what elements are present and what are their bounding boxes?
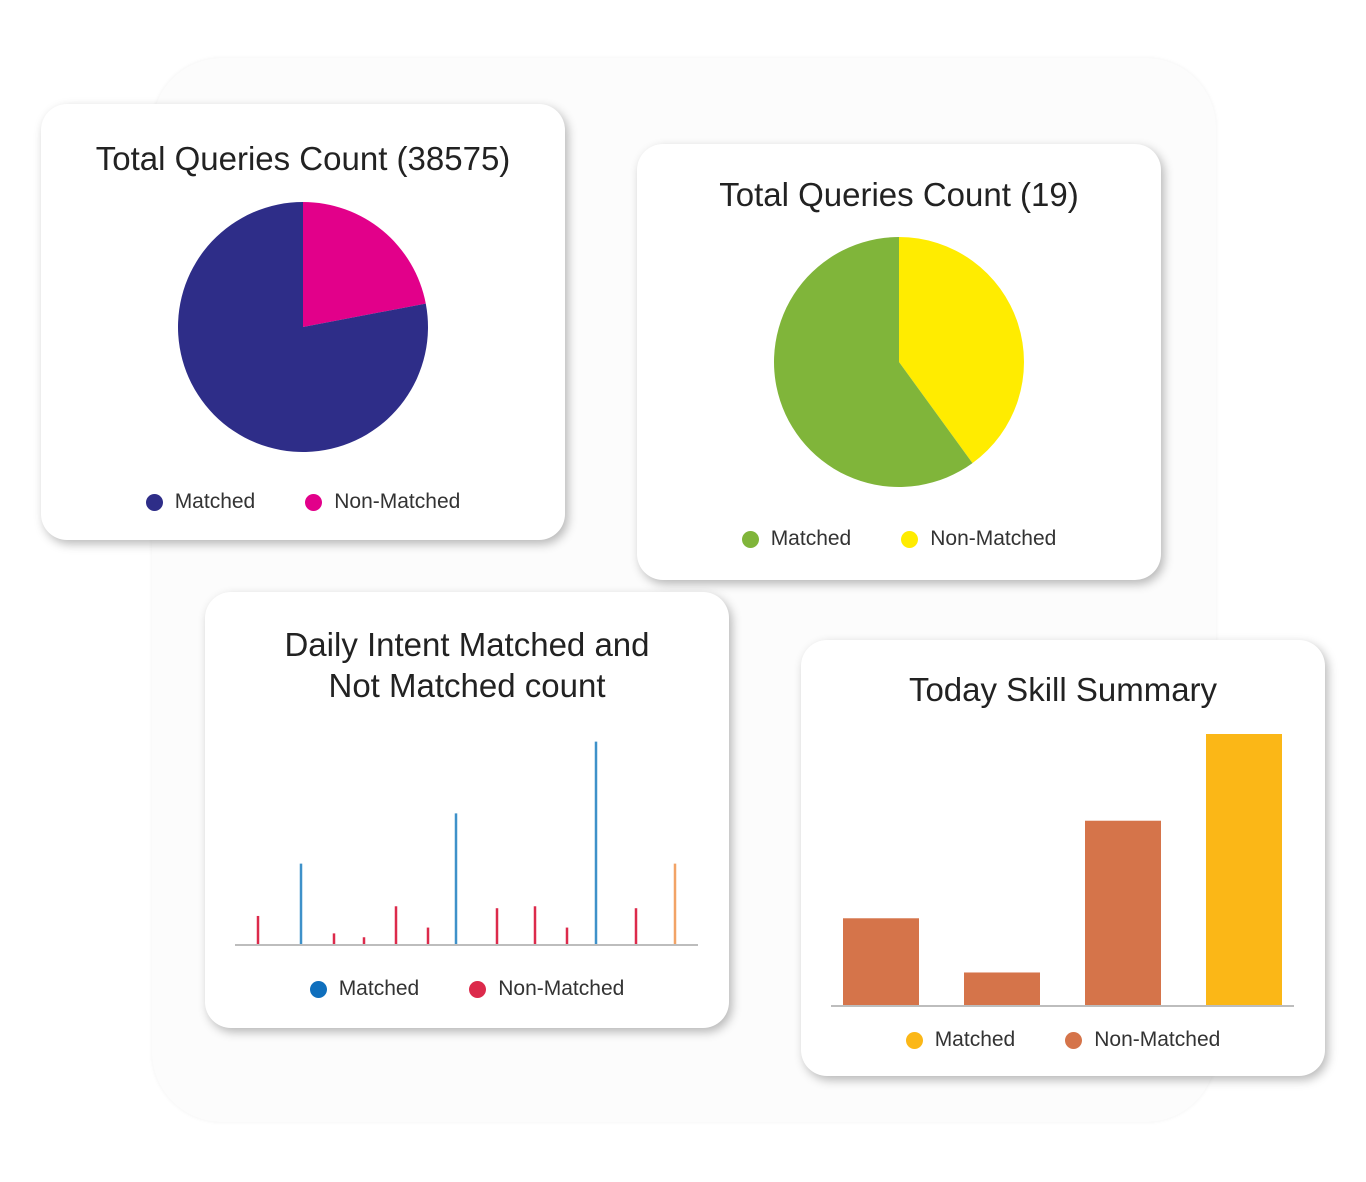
skill-summary-chart [831, 734, 1294, 1007]
chart-legend: Matched Non-Matched [637, 527, 1161, 551]
pie-slice-matched[interactable] [178, 202, 428, 453]
pie-chart-2 [774, 237, 1024, 487]
legend-label-matched: Matched [770, 527, 852, 550]
skill-bar[interactable] [1085, 820, 1161, 1005]
legend-item-matched[interactable]: Matched [905, 1028, 1016, 1052]
legend-dot-matched [905, 1031, 923, 1049]
pie-slice-non-matched[interactable] [899, 237, 1024, 464]
chart-title: Today Skill Summary [908, 671, 1218, 708]
skill-bar[interactable] [964, 972, 1040, 1005]
chart-legend: Matched Non-Matched [205, 977, 729, 1001]
pie-chart-1 [178, 202, 428, 453]
legend-dot-matched [309, 980, 327, 998]
chart-legend: Matched Non-Matched [41, 490, 565, 514]
legend-label-matched: Matched [934, 1028, 1016, 1051]
chart-title-line-1: Daily Intent Matched and [284, 626, 650, 663]
daily-intent-chart [235, 741, 698, 946]
skill-summary-card: Today Skill Summary Matched Non-Matched [801, 640, 1325, 1076]
skill-bar[interactable] [1206, 734, 1282, 1005]
legend-item-non-matched[interactable]: Non-Matched [469, 977, 624, 1001]
pie-slices [774, 237, 1024, 487]
legend-dot-non-matched [469, 980, 487, 998]
legend-label-non-matched: Non-Matched [1094, 1028, 1221, 1051]
pie-slices [178, 202, 428, 453]
chart-title: Daily Intent Matched and Not Matched cou… [205, 624, 729, 706]
legend-dot-matched [145, 493, 163, 511]
legend-label-non-matched: Non-Matched [498, 977, 625, 1000]
legend-label-non-matched: Non-Matched [930, 527, 1057, 550]
legend-item-non-matched[interactable]: Non-Matched [1065, 1028, 1220, 1052]
chart-title: Total Queries Count (38575) [95, 140, 511, 177]
legend-label-matched: Matched [338, 977, 420, 1000]
legend-dot-non-matched [305, 493, 323, 511]
skill-bars [843, 734, 1282, 1005]
legend-item-non-matched[interactable]: Non-Matched [305, 490, 460, 514]
legend-label-matched: Matched [174, 490, 256, 513]
matched-pie-card-2: Total Queries Count (19) Matched Non-Mat… [637, 144, 1161, 580]
legend-label-non-matched: Non-Matched [334, 490, 461, 513]
matched-pie-card-1: Total Queries Count (38575) Matched Non-… [41, 104, 565, 540]
legend-item-non-matched[interactable]: Non-Matched [901, 527, 1056, 551]
chart-title: Total Queries Count (19) [719, 176, 1079, 213]
legend-item-matched[interactable]: Matched [145, 490, 256, 514]
daily-bars [256, 741, 677, 945]
pie-slice-matched[interactable] [774, 237, 973, 487]
legend-dot-matched [741, 530, 759, 548]
legend-item-matched[interactable]: Matched [309, 977, 420, 1001]
legend-dot-non-matched [1065, 1031, 1083, 1049]
skill-bar[interactable] [843, 918, 919, 1005]
daily-intent-card: Daily Intent Matched and Not Matched cou… [205, 592, 729, 1028]
chart-legend: Matched Non-Matched [801, 1028, 1325, 1052]
chart-title-line-2: Not Matched count [328, 667, 606, 704]
pie-slice-non-matched[interactable] [303, 202, 426, 327]
legend-item-matched[interactable]: Matched [741, 527, 852, 551]
legend-dot-non-matched [901, 530, 919, 548]
